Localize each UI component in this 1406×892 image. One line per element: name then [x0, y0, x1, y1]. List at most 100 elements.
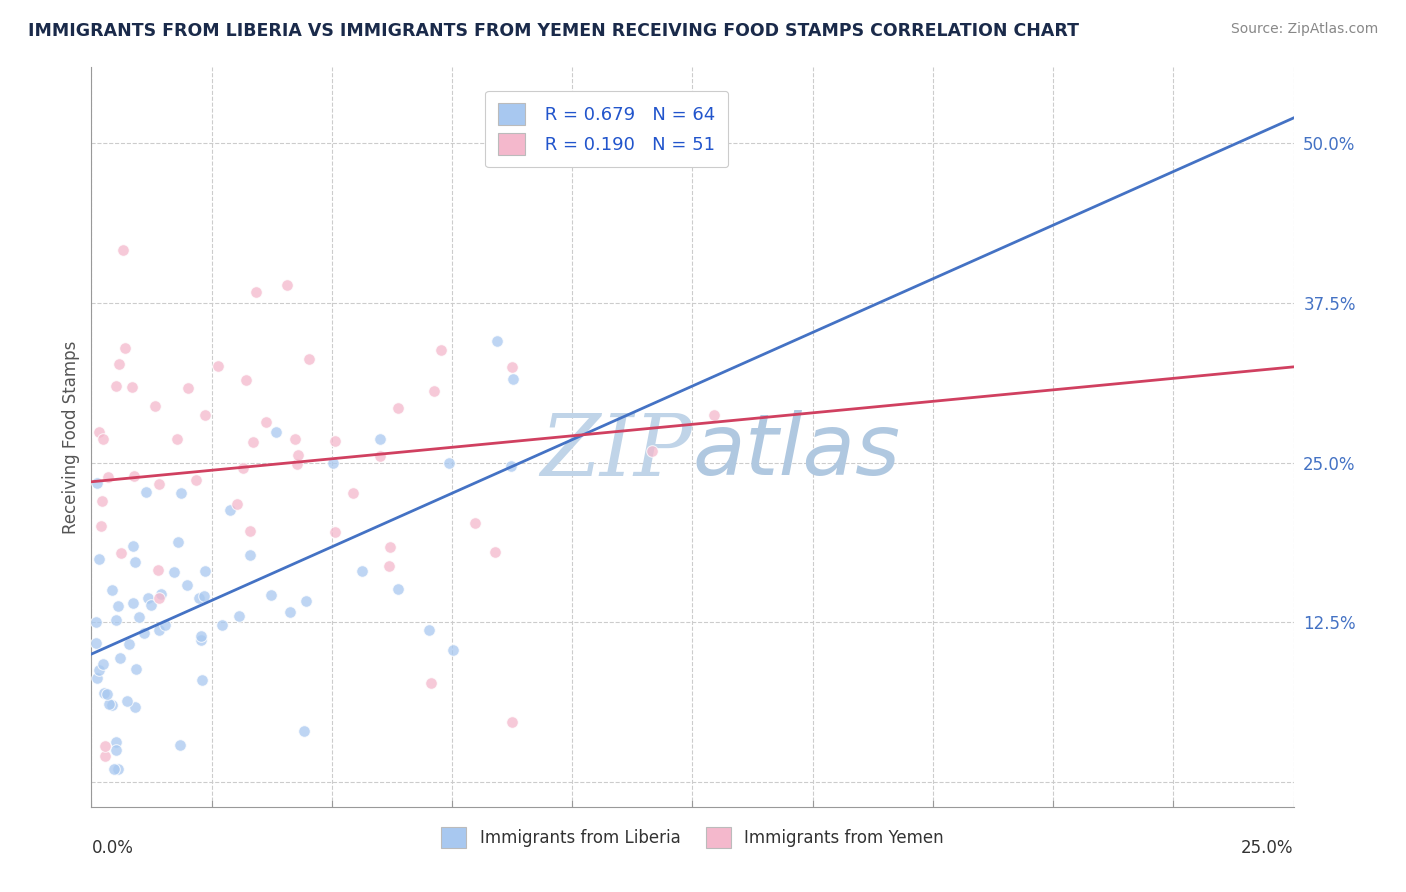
Point: [278, 605, 301, 619]
Point: [148, 591, 170, 605]
Point: [235, 373, 257, 387]
Point: [96, 688, 118, 702]
Point: [232, 461, 254, 475]
Point: [89, 663, 111, 677]
Point: [387, 401, 409, 415]
Point: [287, 448, 309, 462]
Point: [104, 735, 127, 749]
Point: [91, 657, 114, 671]
Point: [107, 762, 129, 776]
Point: [167, 535, 190, 549]
Point: [184, 473, 207, 487]
Point: [501, 360, 523, 375]
Point: [153, 617, 176, 632]
Point: [323, 434, 346, 448]
Point: [239, 548, 262, 562]
Point: [148, 623, 170, 637]
Point: [190, 632, 212, 647]
Point: [103, 762, 125, 776]
Point: [177, 381, 200, 395]
Point: [464, 516, 486, 531]
Point: [111, 243, 134, 257]
Point: [122, 596, 145, 610]
Point: [225, 497, 247, 511]
Point: [368, 432, 391, 446]
Point: [84, 636, 107, 650]
Point: [285, 458, 308, 472]
Point: [101, 698, 124, 713]
Point: [94, 749, 117, 764]
Point: [97, 469, 120, 483]
Point: [420, 676, 443, 690]
Point: [502, 372, 524, 386]
Legend: Immigrants from Liberia, Immigrants from Yemen: Immigrants from Liberia, Immigrants from…: [434, 821, 950, 855]
Point: [124, 699, 146, 714]
Point: [245, 285, 267, 299]
Point: [292, 723, 315, 738]
Point: [501, 714, 523, 729]
Point: [188, 591, 211, 606]
Point: [418, 623, 440, 637]
Point: [104, 378, 127, 392]
Text: 25.0%: 25.0%: [1241, 839, 1294, 857]
Point: [134, 625, 156, 640]
Point: [84, 615, 107, 630]
Point: [368, 449, 391, 463]
Point: [104, 743, 127, 757]
Point: [91, 432, 114, 446]
Point: [194, 564, 217, 578]
Point: [135, 485, 157, 500]
Point: [242, 435, 264, 450]
Point: [193, 589, 215, 603]
Point: [219, 503, 242, 517]
Point: [93, 686, 115, 700]
Point: [121, 539, 143, 553]
Point: [169, 739, 191, 753]
Point: [325, 524, 347, 539]
Point: [170, 486, 193, 500]
Point: [703, 409, 725, 423]
Point: [322, 456, 344, 470]
Y-axis label: Receiving Food Stamps: Receiving Food Stamps: [62, 341, 80, 533]
Point: [276, 278, 298, 293]
Point: [114, 341, 136, 355]
Point: [437, 456, 460, 470]
Point: [110, 545, 132, 559]
Point: [441, 643, 464, 657]
Point: [87, 425, 110, 440]
Text: IMMIGRANTS FROM LIBERIA VS IMMIGRANTS FROM YEMEN RECEIVING FOOD STAMPS CORRELATI: IMMIGRANTS FROM LIBERIA VS IMMIGRANTS FR…: [28, 22, 1080, 40]
Point: [295, 594, 318, 608]
Point: [260, 588, 283, 602]
Point: [207, 359, 229, 374]
Point: [125, 662, 148, 676]
Point: [86, 671, 108, 685]
Text: atlas: atlas: [692, 410, 900, 493]
Point: [176, 578, 198, 592]
Point: [352, 564, 374, 578]
Point: [194, 408, 217, 422]
Point: [190, 629, 212, 643]
Point: [162, 565, 184, 579]
Point: [191, 673, 214, 687]
Point: [117, 694, 139, 708]
Point: [484, 545, 506, 559]
Point: [101, 583, 124, 598]
Point: [124, 555, 146, 569]
Point: [150, 586, 173, 600]
Point: [380, 541, 402, 555]
Point: [107, 599, 129, 614]
Point: [87, 551, 110, 566]
Point: [501, 459, 523, 474]
Point: [90, 519, 112, 533]
Point: [98, 697, 121, 711]
Point: [423, 384, 446, 398]
Point: [146, 563, 169, 577]
Point: [136, 591, 159, 606]
Point: [256, 416, 278, 430]
Point: [166, 432, 188, 446]
Point: [264, 425, 287, 439]
Text: 0.0%: 0.0%: [91, 839, 134, 857]
Point: [139, 598, 162, 612]
Point: [430, 343, 453, 358]
Point: [640, 444, 662, 458]
